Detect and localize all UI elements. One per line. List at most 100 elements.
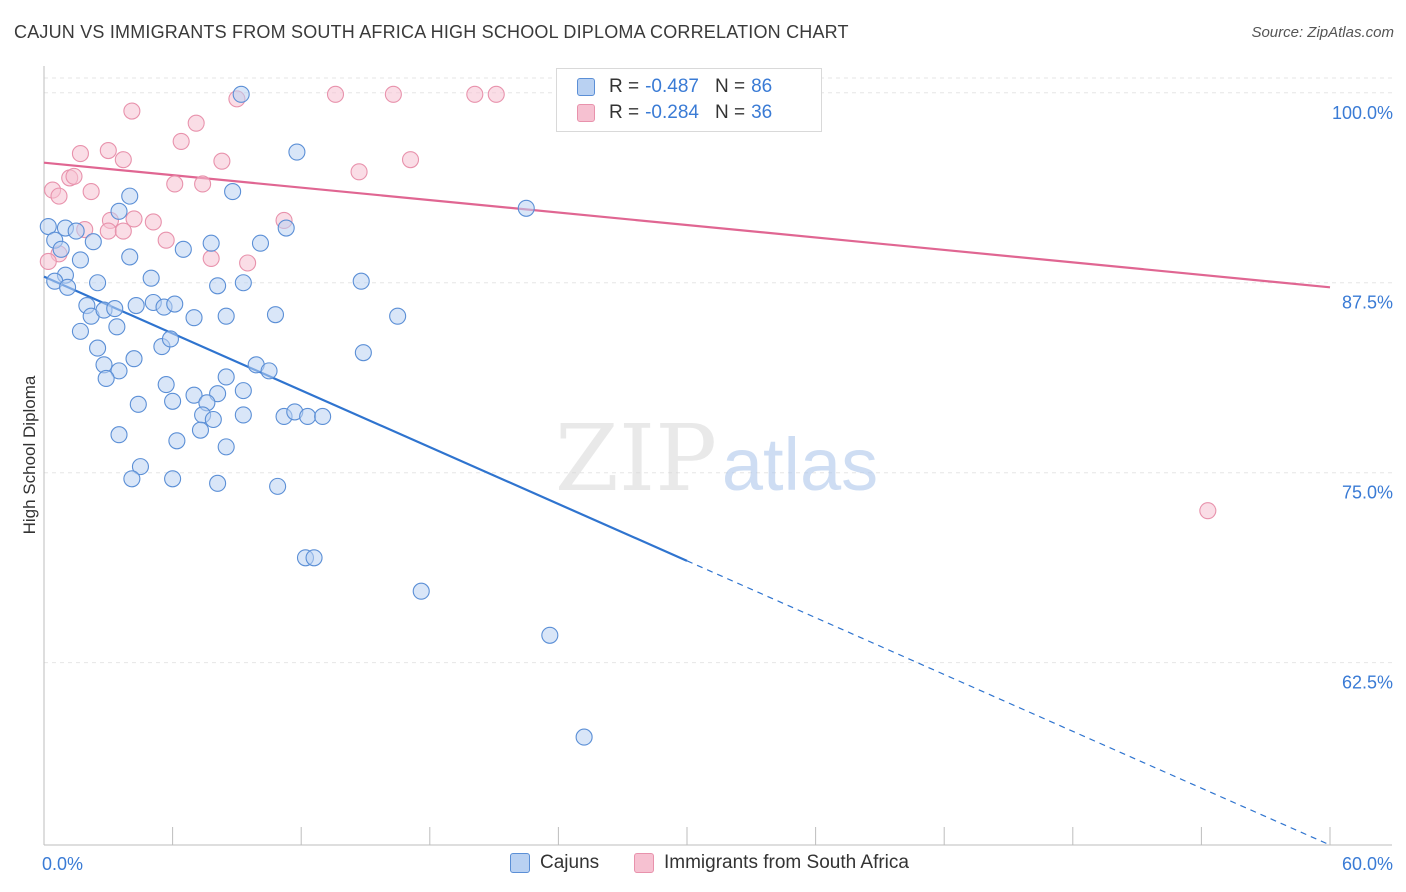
legend-r-value: -0.284	[645, 102, 699, 123]
series-legend-cajuns: Cajuns	[510, 852, 599, 874]
south-africa-point	[466, 85, 484, 103]
legend-n-value: 36	[751, 102, 773, 123]
cajun-point	[354, 344, 372, 362]
cajun-point	[39, 217, 57, 236]
cajun-point	[71, 251, 89, 269]
axes	[43, 66, 1392, 846]
south-africa-point	[71, 145, 89, 163]
south-africa-point	[239, 254, 257, 272]
series-swatch-blue	[510, 853, 530, 873]
cajun-point	[314, 407, 332, 426]
south-africa-point	[1199, 502, 1217, 520]
south-africa-point	[487, 85, 505, 103]
cajun-point	[166, 295, 184, 313]
cajun-point	[89, 274, 107, 292]
cajun-point	[71, 322, 89, 340]
cajun-point	[161, 330, 180, 348]
cajun-point	[251, 234, 270, 252]
cajun-point	[67, 222, 85, 240]
cajun-trend-extension	[686, 560, 1331, 846]
cajun-point	[234, 382, 252, 400]
cajun-point	[232, 85, 250, 103]
south-africa-point	[99, 222, 117, 240]
cajun-point	[59, 278, 77, 296]
cajun-point	[209, 277, 227, 295]
watermark-zip: ZIP	[555, 405, 717, 512]
cajun-point	[129, 395, 147, 413]
watermark-atlas: atlas	[722, 423, 878, 506]
legend-n-label: N =	[714, 102, 746, 123]
cajun-point	[517, 199, 535, 217]
cajun-point	[269, 477, 287, 495]
cajun-point	[142, 269, 160, 287]
cajun-point	[106, 300, 124, 318]
legend-r-label: R =	[609, 76, 640, 97]
cajun-point	[541, 626, 559, 644]
x-tick-label-max: 60.0%	[1342, 854, 1393, 874]
south-africa-point	[213, 152, 231, 170]
cajun-point	[123, 470, 141, 488]
cajun-point	[204, 410, 222, 429]
chart-title: CAJUN VS IMMIGRANTS FROM SOUTH AFRICA HI…	[14, 22, 849, 42]
cajun-point	[185, 386, 203, 404]
cajun-point	[352, 272, 370, 290]
series-legend-south-africa: Immigrants from South Africa	[634, 852, 909, 874]
source-credit: Source: ZipAtlas.com	[1251, 24, 1394, 41]
cajun-point	[121, 187, 139, 205]
y-tick-label: 87.5%	[1342, 293, 1393, 313]
south-africa-point	[166, 175, 184, 193]
cajun-point	[110, 362, 128, 380]
south-africa-point	[384, 85, 402, 103]
south-africa-point	[99, 141, 117, 160]
cajun-point	[110, 426, 128, 444]
legend-swatch-blue	[577, 78, 595, 96]
south-africa-point	[114, 222, 132, 240]
cajun-point	[217, 307, 235, 325]
series-legend-label: Immigrants from South Africa	[664, 852, 909, 873]
cajun-point	[52, 240, 70, 258]
series-legend: Cajuns Immigrants from South Africa	[0, 852, 1406, 878]
south-africa-point	[50, 187, 68, 205]
south-africa-point	[114, 151, 132, 169]
cajun-point	[224, 183, 242, 201]
cajun-point	[97, 369, 115, 388]
cajun-point	[121, 248, 139, 266]
tick-labels: 62.5% 75.0% 87.5% 100.0% 0.0% 60.0%	[42, 103, 1393, 874]
cajun-point	[168, 432, 186, 450]
south-africa-point	[39, 252, 57, 271]
y-tick-label: 62.5%	[1342, 673, 1393, 693]
south-africa-point	[65, 167, 83, 185]
south-africa-point	[125, 210, 143, 228]
cajun-point	[164, 470, 182, 488]
cajun-point	[217, 368, 235, 386]
cajun-point	[125, 350, 143, 368]
x-tick-label-min: 0.0%	[42, 854, 83, 874]
legend-row-cajuns: R = -0.487 N = 86	[577, 74, 772, 100]
south-africa-point	[187, 114, 205, 132]
cajun-point	[164, 392, 182, 410]
cajun-point	[185, 309, 203, 327]
south-africa-point	[350, 163, 368, 181]
cajun-point	[389, 307, 407, 325]
cajun-point	[202, 234, 220, 252]
south-africa-point	[157, 231, 175, 249]
cajun-point	[157, 376, 175, 394]
cajun-point	[575, 728, 593, 746]
cajun-point	[305, 549, 323, 567]
cajun-point	[108, 318, 126, 336]
cajun-point	[266, 306, 285, 324]
cajun-point	[89, 339, 107, 357]
cajun-point	[234, 274, 252, 292]
cajun-point	[131, 458, 149, 476]
legend-r-value: -0.487	[645, 76, 699, 97]
y-tick-label: 75.0%	[1342, 483, 1393, 503]
series-swatch-pink	[634, 853, 654, 873]
south-africa-point	[194, 175, 212, 193]
legend-swatch-pink	[577, 104, 595, 122]
series-legend-label: Cajuns	[540, 852, 600, 873]
cajun-point	[174, 240, 192, 258]
south-africa-point	[172, 132, 190, 150]
south-africa-point	[326, 85, 345, 103]
legend-n-label: N =	[714, 76, 746, 97]
